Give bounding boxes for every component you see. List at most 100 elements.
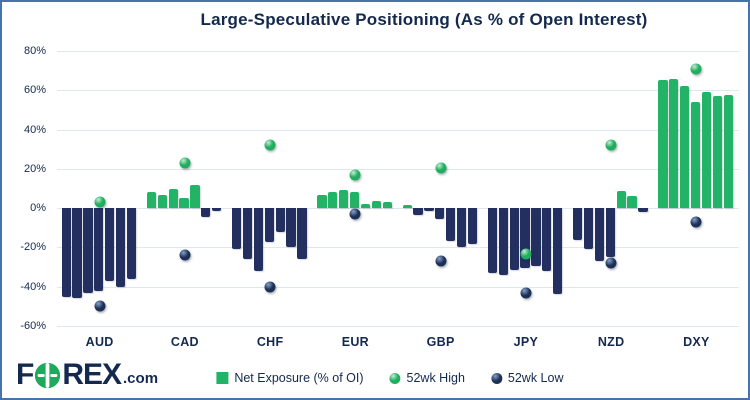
y-tick-label: 40% (23, 123, 46, 136)
net-exposure-bar (157, 195, 167, 209)
x-axis-label-cad: CAD (170, 335, 199, 349)
currency-group-aud: AUD (57, 51, 142, 349)
net-exposure-bar (168, 188, 178, 209)
net-exposure-bar (253, 208, 264, 271)
net-exposure-bar (605, 208, 615, 258)
x-axis-label-gbp: GBP (426, 335, 455, 349)
currency-group-eur: EUR (313, 51, 398, 349)
net-exposure-bar (669, 78, 679, 209)
52wk-high-dot (605, 139, 617, 151)
forex-com-logo: F REX .com (16, 358, 158, 392)
net-exposure-bar (105, 208, 115, 281)
x-axis-label-aud: AUD (85, 335, 114, 349)
net-exposure-bar (232, 208, 242, 250)
logo-text-com: .com (123, 369, 159, 387)
legend-item-net-exposure: Net Exposure (% of OI) (216, 371, 364, 385)
net-exposure-bar (286, 208, 296, 248)
net-exposure-bar (531, 208, 541, 267)
net-exposure-bar (583, 208, 594, 250)
net-exposure-bar (701, 92, 712, 209)
52wk-high-dot (94, 196, 106, 208)
y-tick-label: -20% (20, 241, 46, 254)
y-tick-label: -40% (20, 280, 46, 293)
x-axis-label-chf: CHF (256, 335, 284, 349)
net-exposure-bar (680, 86, 690, 209)
logo-o-icon (34, 362, 61, 389)
52wk-high-dot (179, 157, 191, 169)
bar-groups: AUD CAD CHF EUR GBP JPY NZD DXY (57, 51, 739, 349)
net-exposure-bar (371, 201, 381, 209)
currency-group-dxy: DXY (654, 51, 739, 349)
y-tick-label: -60% (20, 320, 46, 332)
52wk-low-dot (264, 281, 276, 293)
net-exposure-bar (61, 208, 71, 297)
net-exposure-bar (446, 208, 456, 241)
low-dot-icon (490, 372, 502, 384)
net-exposure-bar (487, 208, 498, 273)
net-exposure-bar (83, 208, 93, 293)
net-exposure-bar (627, 196, 637, 209)
net-exposure-bar (435, 208, 445, 219)
52wk-high-dot (264, 139, 276, 151)
net-exposure-bar (190, 184, 200, 209)
net-exposure-bar (658, 80, 668, 209)
logo-text-rex: REX (62, 358, 122, 391)
legend-label: 52wk High (406, 371, 465, 385)
gridline (57, 326, 739, 327)
bars-container (61, 51, 138, 326)
net-exposure-bar (402, 205, 412, 209)
net-exposure-bar (520, 208, 530, 269)
net-exposure-bar (297, 208, 307, 260)
bars-container (232, 51, 308, 326)
legend-label: Net Exposure (% of OI) (234, 371, 364, 385)
net-exposure-bar (115, 208, 126, 287)
gridline (57, 286, 739, 288)
net-exposure-bar (146, 192, 157, 209)
high-dot-icon (389, 372, 401, 384)
52wk-low-dot (94, 300, 106, 312)
net-exposure-bar (553, 208, 563, 294)
plot-area: AUD CAD CHF EUR GBP JPY NZD DXY (57, 51, 739, 349)
gridline (57, 208, 739, 210)
52wk-low-dot (349, 208, 361, 220)
net-exposure-bar (456, 208, 467, 248)
net-exposure-bar (72, 208, 82, 299)
net-exposure-bar (509, 208, 519, 271)
net-exposure-bar (424, 208, 434, 212)
x-axis-label-nzd: NZD (597, 335, 625, 349)
net-exposure-bar (690, 102, 701, 209)
gridline (57, 51, 739, 52)
legend-item-52wk-low: 52wk Low (490, 371, 564, 385)
bars-container (658, 51, 734, 326)
net-exposure-bar (616, 191, 626, 209)
y-tick-label: 0% (30, 202, 46, 215)
net-exposure-bar (573, 208, 583, 240)
net-exposure-bar (360, 204, 371, 209)
legend: Net Exposure (% of OI) 52wk High 52wk Lo… (216, 371, 564, 385)
net-exposure-bar (179, 198, 189, 209)
net-exposure-bar (498, 208, 508, 275)
bars-container (487, 51, 564, 326)
bars-container (146, 51, 223, 326)
bars-container (317, 51, 393, 326)
net-exposure-bar (349, 192, 360, 209)
bars-container (402, 51, 479, 326)
net-exposure-bar (542, 208, 552, 271)
52wk-low-dot (605, 257, 617, 269)
currency-group-chf: CHF (228, 51, 313, 349)
y-tick-label: 20% (23, 162, 46, 175)
net-exposure-bar (264, 208, 274, 242)
currency-group-gbp: GBP (398, 51, 483, 349)
net-exposure-bar (275, 208, 285, 232)
52wk-high-dot (435, 162, 447, 174)
52wk-low-dot (690, 216, 702, 228)
x-axis-label-eur: EUR (341, 335, 370, 349)
net-exposure-bar (723, 95, 733, 209)
net-exposure-bar (94, 208, 104, 291)
y-axis-labels: 80% 60% 40% 20% 0% -20% -40% -60% (2, 45, 50, 332)
net-exposure-bar (126, 208, 137, 279)
net-exposure-bar (201, 208, 211, 217)
currency-group-jpy: JPY (483, 51, 568, 349)
net-exposure-bar (638, 208, 648, 213)
